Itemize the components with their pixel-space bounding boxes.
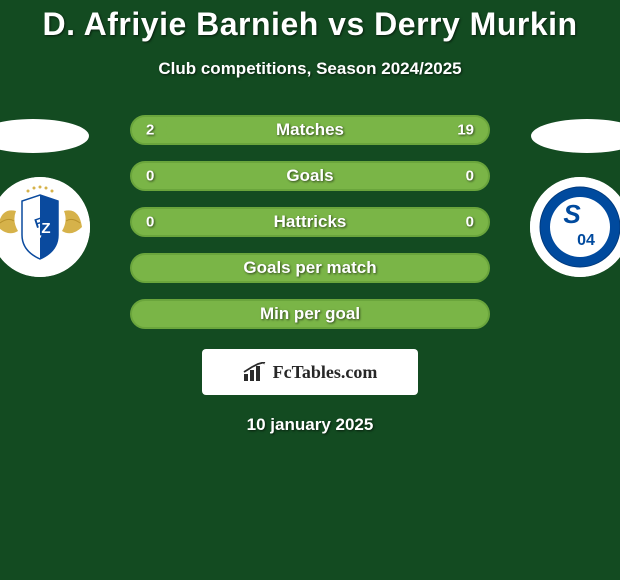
stat-label: Goals per match [243,258,376,278]
stat-value-right: 0 [466,168,474,185]
stat-value-right: 0 [466,214,474,231]
club-badge-right: S 04 [530,177,620,277]
page-title: D. Afriyie Barnieh vs Derry Murkin [0,0,620,43]
stat-value-left: 2 [146,122,154,139]
right-side: S 04 [500,115,620,277]
svg-text:S: S [563,199,581,229]
stat-value-right: 19 [457,122,474,139]
bar-chart-icon [243,362,267,382]
stat-row: Goals per match [130,253,490,283]
stat-value-left: 0 [146,168,154,185]
club-badge-left: F C Z [0,177,90,277]
main-row: F C Z Matches219Goals00Hattricks00Goals … [0,115,620,345]
svg-text:04: 04 [577,232,595,249]
stat-row: Matches 2 19 [130,115,490,145]
fcz-logo-icon: F C Z [0,177,90,277]
svg-text:Z: Z [41,220,50,237]
stat-row: Hattricks 0 0 [130,207,490,237]
stat-label: Hattricks [274,212,347,232]
stat-row: Min per goal [130,299,490,329]
infographic-content: D. Afriyie Barnieh vs Derry Murkin Club … [0,0,620,435]
stats-column: Matches 2 19 Goals 0 0 Hattricks 0 0 Goals per ma… [120,115,500,345]
date-label: 10 january 2025 [0,415,620,435]
left-side: F C Z [0,115,120,277]
player-ellipse-left [0,119,89,153]
watermark: FcTables.com [202,349,418,395]
player-ellipse-right [531,119,620,153]
watermark-text: FcTables.com [273,362,378,383]
stat-label: Min per goal [260,304,360,324]
stat-row: Goals 0 0 [130,161,490,191]
stat-label: Matches [276,120,344,140]
stat-value-left: 0 [146,214,154,231]
schalke-logo-icon: S 04 [530,177,620,277]
subtitle: Club competitions, Season 2024/2025 [0,59,620,79]
stat-label: Goals [286,166,333,186]
